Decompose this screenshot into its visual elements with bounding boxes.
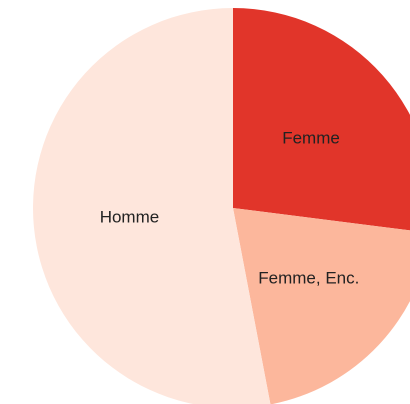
pie-slice <box>33 8 271 404</box>
slice-label: Femme <box>282 129 340 148</box>
slice-label: Femme, Enc. <box>258 269 359 288</box>
pie-slice <box>233 208 410 404</box>
slice-label: Homme <box>100 207 160 226</box>
pie-slice <box>233 8 410 231</box>
